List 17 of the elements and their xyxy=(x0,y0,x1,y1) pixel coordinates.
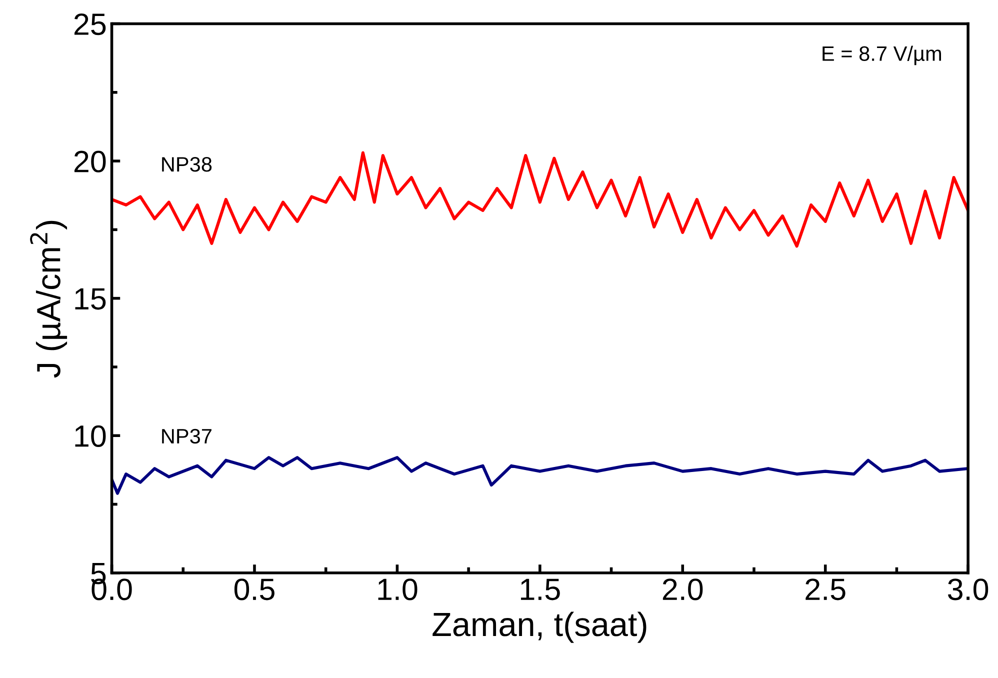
x-tick-label: 1.0 xyxy=(378,578,418,600)
line-series xyxy=(112,151,968,248)
line-series xyxy=(112,456,968,495)
x-tick-label: 0.5 xyxy=(234,578,274,600)
y-tick-label: 10 xyxy=(75,425,106,447)
x-tick-label: 2.5 xyxy=(806,578,846,600)
x-tick-label: 2.0 xyxy=(662,578,703,600)
series-label: NP37 xyxy=(162,428,212,444)
y-tick-label: 25 xyxy=(74,13,106,36)
annotation: E = 8.7 V/µm xyxy=(822,46,941,66)
series-label: NP38 xyxy=(162,157,212,172)
x-axis-title: Zaman, t(saat) xyxy=(432,612,646,643)
x-tick-label: 3.0 xyxy=(948,578,988,600)
y-tick-label: 20 xyxy=(74,150,106,172)
y-axis-title: J (µA/cm$^{2}$) xyxy=(30,220,68,378)
x-tick-label: 1.5 xyxy=(521,578,560,600)
y-tick-label: 15 xyxy=(75,288,106,310)
